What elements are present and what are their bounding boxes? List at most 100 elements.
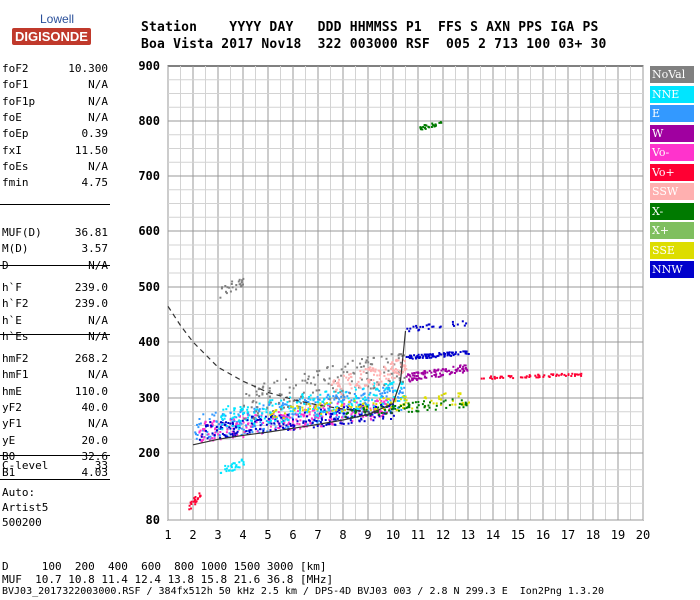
echo-point xyxy=(380,404,383,406)
echo-point xyxy=(321,415,324,418)
echo-point xyxy=(344,391,347,394)
echo-point xyxy=(567,373,570,376)
echo-point xyxy=(301,395,304,398)
echo-point xyxy=(386,391,389,394)
echo-point xyxy=(439,403,442,406)
echo-point xyxy=(385,357,388,360)
echo-point xyxy=(312,376,315,379)
echo-point xyxy=(392,389,395,392)
echo-point xyxy=(333,390,336,393)
echo-point xyxy=(232,433,235,436)
x-tick-label: 4 xyxy=(239,528,246,542)
echo-point xyxy=(209,424,212,427)
echo-point xyxy=(246,406,249,409)
echo-point xyxy=(331,421,334,424)
echo-point xyxy=(354,413,357,416)
echo-point xyxy=(358,419,361,422)
echo-point xyxy=(406,327,409,330)
echo-point xyxy=(259,424,262,427)
echo-point xyxy=(257,418,260,421)
echo-point xyxy=(397,359,400,362)
echo-point xyxy=(254,420,257,423)
echo-point xyxy=(194,503,197,506)
echo-point xyxy=(278,406,281,409)
echo-point xyxy=(251,431,254,434)
echo-point xyxy=(461,401,464,404)
echo-point xyxy=(316,421,319,424)
echo-point xyxy=(438,397,441,400)
echo-point xyxy=(377,406,380,409)
echo-point xyxy=(313,409,316,412)
echo-point xyxy=(325,396,328,399)
param-row-foep: foEp 0.39 xyxy=(2,127,108,143)
echo-point xyxy=(229,411,232,414)
echo-point xyxy=(397,357,400,360)
echo-point xyxy=(350,413,353,416)
echo-point xyxy=(368,368,371,371)
echo-point xyxy=(240,433,243,436)
echo-point xyxy=(425,356,428,359)
echo-point xyxy=(386,373,389,376)
echo-point xyxy=(395,359,397,362)
echo-point xyxy=(394,405,397,407)
echo-point xyxy=(260,419,263,421)
x-tick-label: 15 xyxy=(511,528,525,542)
echo-point xyxy=(464,367,467,369)
echo-point xyxy=(326,422,329,425)
echo-point xyxy=(239,420,242,422)
y-tick-label: 200 xyxy=(138,446,160,460)
echo-point xyxy=(399,369,401,372)
echo-point xyxy=(383,389,386,392)
echo-point xyxy=(332,408,335,411)
echo-point xyxy=(350,406,353,409)
echo-point xyxy=(241,279,244,282)
echo-point xyxy=(405,367,408,370)
echo-point xyxy=(215,430,218,433)
legend-item-nne: NNE xyxy=(650,85,694,103)
echo-point xyxy=(224,468,227,471)
param-value: 40.0 xyxy=(81,400,109,414)
echo-point xyxy=(295,384,297,387)
echo-point xyxy=(427,404,430,407)
echo-point xyxy=(418,328,421,331)
echo-point xyxy=(243,404,245,407)
echo-point xyxy=(334,390,337,393)
echo-point xyxy=(359,405,362,408)
echo-point xyxy=(320,405,323,408)
echo-point xyxy=(235,432,238,435)
param-value: 4.75 xyxy=(81,176,109,190)
echo-point xyxy=(314,383,317,386)
echo-point xyxy=(194,496,197,498)
echo-point xyxy=(433,370,436,373)
param-key: h`F xyxy=(2,281,22,294)
echo-point xyxy=(399,391,402,394)
echo-point xyxy=(334,418,337,421)
legend-item-vo: Vo+ xyxy=(650,163,694,181)
echo-point xyxy=(414,377,417,380)
echo-point xyxy=(415,324,418,327)
echo-point xyxy=(438,121,441,124)
echo-point xyxy=(386,361,389,364)
echo-point xyxy=(442,352,445,355)
echo-point xyxy=(325,423,328,426)
echo-point xyxy=(296,401,299,404)
echo-point xyxy=(314,407,317,410)
echo-point xyxy=(305,420,308,423)
echo-point xyxy=(315,404,318,407)
param-row-ye: yE 20.0 xyxy=(2,434,108,450)
echo-point xyxy=(229,427,232,430)
echo-point xyxy=(230,464,233,467)
echo-point xyxy=(283,412,286,415)
param-value: N/A xyxy=(88,417,108,431)
echo-point xyxy=(331,413,334,415)
echo-point xyxy=(451,403,454,406)
param-key: foF1p xyxy=(2,94,36,108)
echo-point xyxy=(228,286,231,289)
echo-point xyxy=(237,414,240,417)
echo-point xyxy=(226,435,229,438)
echo-point xyxy=(390,401,392,404)
echo-point xyxy=(256,408,259,411)
echo-point xyxy=(301,397,304,400)
echo-point xyxy=(493,375,496,378)
echo-point xyxy=(313,414,316,417)
